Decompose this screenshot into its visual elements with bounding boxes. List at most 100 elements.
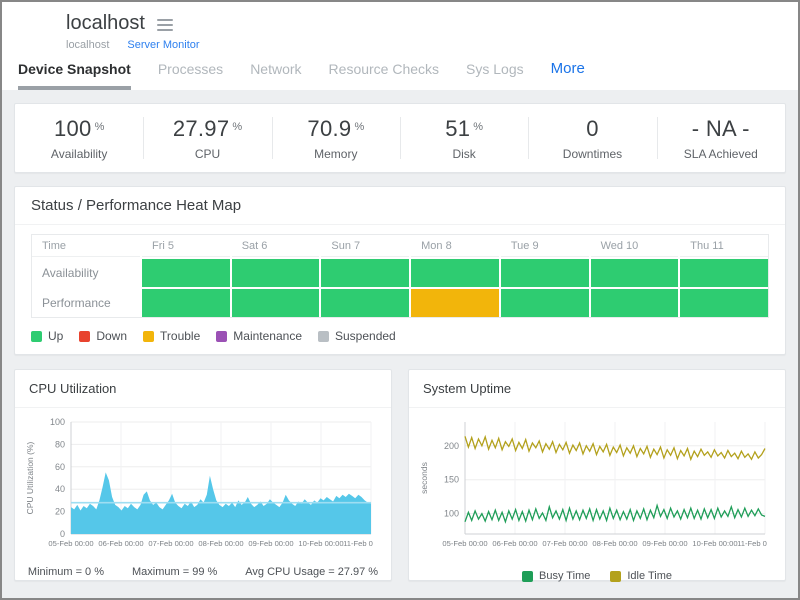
suspended-swatch-icon: [318, 331, 329, 342]
uptime-legend: Busy Time Idle Time: [409, 570, 785, 582]
heatmap-day-header: Tue 9: [501, 235, 589, 257]
cpu-summary: Minimum = 0 % Maximum = 99 % Avg CPU Usa…: [15, 566, 391, 578]
svg-text:seconds: seconds: [419, 462, 429, 494]
heatmap-cell-up[interactable]: [680, 259, 768, 287]
stat-value: 100: [54, 116, 92, 141]
svg-text:11-Feb 0: 11-Feb 0: [737, 539, 767, 548]
system-uptime-panel: System Uptime 100 150 200 05-Feb 00:00 06-Fe…: [408, 369, 786, 581]
stat-label: CPU: [195, 147, 220, 161]
heatmap-time-header: Time: [32, 235, 140, 257]
stat-cpu: 27.97% CPU: [143, 104, 271, 172]
tab-resource-checks[interactable]: Resource Checks: [329, 61, 440, 90]
heatmap-cell-up[interactable]: [321, 259, 409, 287]
stat-value: 27.97: [173, 116, 230, 141]
svg-text:11-Feb 0: 11-Feb 0: [343, 539, 373, 548]
cpu-minimum: Minimum = 0 %: [28, 566, 104, 578]
tab-network[interactable]: Network: [250, 61, 301, 90]
heatmap-legend-item-up: Up: [31, 329, 63, 343]
svg-text:40: 40: [55, 484, 65, 494]
tab-bar: Device Snapshot Processes Network Resour…: [18, 60, 782, 90]
svg-text:07-Feb 00:00: 07-Feb 00:00: [542, 539, 587, 548]
stat-label: Availability: [51, 147, 107, 161]
heatmap-panel-title: Status / Performance Heat Map: [15, 187, 785, 225]
heatmap-table: TimeFri 5Sat 6Sun 7Mon 8Tue 9Wed 10Thu 1…: [31, 234, 769, 318]
series-swatch-icon: [522, 571, 533, 582]
stat-unit: %: [473, 121, 483, 133]
svg-text:05-Feb 00:00: 05-Feb 00:00: [442, 539, 487, 548]
cpu-chart-title: CPU Utilization: [15, 370, 391, 408]
cpu-utilization-chart: 02040608010005-Feb 00:0006-Feb 00:0007-F…: [21, 412, 385, 562]
svg-text:08-Feb 00:00: 08-Feb 00:00: [198, 539, 243, 548]
legend-label: Trouble: [160, 329, 200, 343]
tab-sys-logs[interactable]: Sys Logs: [466, 61, 524, 90]
heatmap-legend-item-down: Down: [79, 329, 127, 343]
legend-label: Suspended: [335, 329, 396, 343]
svg-text:CPU Utilization (%): CPU Utilization (%): [25, 441, 35, 514]
heatmap-cell-up[interactable]: [680, 289, 768, 317]
uptime-legend-item: Busy Time: [522, 570, 590, 582]
device-status-avatar: [18, 12, 54, 48]
tab-device-snapshot[interactable]: Device Snapshot: [18, 61, 131, 90]
svg-text:80: 80: [55, 439, 65, 449]
stat-value: 70.9: [307, 116, 351, 141]
stat-value: 51: [445, 116, 470, 141]
svg-text:05-Feb 00:00: 05-Feb 00:00: [48, 539, 93, 548]
stat-label: Memory: [314, 147, 357, 161]
hamburger-icon[interactable]: [157, 17, 173, 31]
stat-label: Disk: [452, 147, 475, 161]
series-swatch-icon: [610, 571, 621, 582]
breadcrumb-device: localhost: [66, 39, 109, 51]
uptime-chart-title: System Uptime: [409, 370, 785, 408]
stat-unit: %: [354, 121, 364, 133]
heatmap-day-header: Mon 8: [411, 235, 499, 257]
svg-text:200: 200: [444, 441, 459, 451]
heatmap-day-header: Wed 10: [591, 235, 679, 257]
heatmap-cell-up[interactable]: [501, 259, 589, 287]
heatmap-panel: Status / Performance Heat Map TimeFri 5S…: [14, 186, 786, 355]
legend-label: Maintenance: [233, 329, 302, 343]
svg-text:150: 150: [444, 475, 459, 485]
heatmap-cell-up[interactable]: [321, 289, 409, 317]
cpu-utilization-panel: CPU Utilization 02040608010005-Feb 00:00…: [14, 369, 392, 581]
breadcrumb-category-link[interactable]: Server Monitor: [127, 39, 199, 51]
main-content: 100% Availability 27.97% CPU 70.9% Memor…: [2, 90, 798, 598]
heatmap-cell-trouble[interactable]: [411, 289, 499, 317]
down-swatch-icon: [79, 331, 90, 342]
page-header: localhost localhost Server Monitor Devic…: [2, 2, 798, 90]
stats-summary-bar: 100% Availability 27.97% CPU 70.9% Memor…: [14, 103, 786, 173]
stat-disk: 51% Disk: [400, 104, 528, 172]
stat-unit: %: [95, 121, 105, 133]
heatmap-cell-up[interactable]: [591, 259, 679, 287]
heatmap-cell-up[interactable]: [501, 289, 589, 317]
heatmap-cell-up[interactable]: [232, 259, 320, 287]
heatmap-cell-up[interactable]: [142, 289, 230, 317]
uptime-legend-item: Idle Time: [610, 570, 672, 582]
svg-text:09-Feb 00:00: 09-Feb 00:00: [642, 539, 687, 548]
svg-text:07-Feb 00:00: 07-Feb 00:00: [148, 539, 193, 548]
heatmap-day-header: Sat 6: [232, 235, 320, 257]
heatmap-day-header: Thu 11: [680, 235, 768, 257]
app-window: localhost localhost Server Monitor Devic…: [0, 0, 800, 600]
stat-label: Downtimes: [563, 147, 622, 161]
svg-text:100: 100: [444, 509, 459, 519]
svg-text:10-Feb 00:00: 10-Feb 00:00: [692, 539, 737, 548]
heatmap-day-header: Sun 7: [321, 235, 409, 257]
stat-availability: 100% Availability: [15, 104, 143, 172]
stat-value: 0: [586, 116, 599, 141]
heatmap-cell-up[interactable]: [411, 259, 499, 287]
series-label: Idle Time: [627, 570, 672, 582]
svg-text:06-Feb 00:00: 06-Feb 00:00: [492, 539, 537, 548]
heatmap-cell-up[interactable]: [591, 289, 679, 317]
series-label: Busy Time: [539, 570, 590, 582]
heatmap-legend-item-suspended: Suspended: [318, 329, 396, 343]
svg-text:06-Feb 00:00: 06-Feb 00:00: [98, 539, 143, 548]
svg-text:20: 20: [55, 507, 65, 517]
heatmap-cell-up[interactable]: [232, 289, 320, 317]
stat-downtimes: 0 Downtimes: [528, 104, 656, 172]
page-title: localhost: [66, 12, 145, 35]
svg-text:10-Feb 00:00: 10-Feb 00:00: [298, 539, 343, 548]
up-swatch-icon: [31, 331, 42, 342]
heatmap-cell-up[interactable]: [142, 259, 230, 287]
tab-processes[interactable]: Processes: [158, 61, 223, 90]
tab-more[interactable]: More: [551, 60, 585, 90]
